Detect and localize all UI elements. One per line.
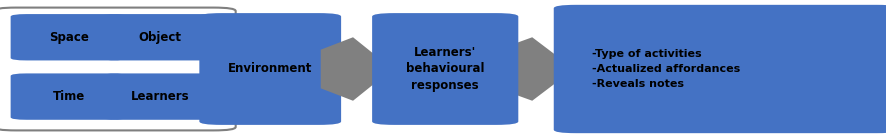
FancyBboxPatch shape [199, 13, 341, 125]
FancyBboxPatch shape [0, 8, 236, 130]
Text: Environment: Environment [228, 63, 313, 75]
Text: Time: Time [52, 90, 85, 103]
FancyBboxPatch shape [102, 14, 218, 60]
Text: -Type of activities
-Actualized affordances
-Reveals notes: -Type of activities -Actualized affordan… [592, 49, 740, 89]
FancyBboxPatch shape [372, 13, 518, 125]
Polygon shape [498, 37, 574, 101]
Text: Object: Object [138, 31, 182, 44]
Polygon shape [321, 37, 392, 101]
FancyBboxPatch shape [554, 5, 886, 133]
FancyBboxPatch shape [102, 73, 218, 120]
FancyBboxPatch shape [11, 14, 127, 60]
Text: Space: Space [49, 31, 89, 44]
Text: Learners: Learners [130, 90, 190, 103]
FancyBboxPatch shape [11, 73, 127, 120]
Text: Learners'
behavioural
responses: Learners' behavioural responses [406, 46, 485, 92]
